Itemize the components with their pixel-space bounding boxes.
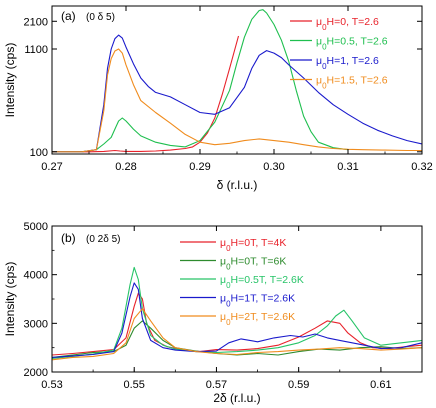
panel-b-x-tick-label: 0.57 bbox=[206, 379, 227, 391]
panel-b-series-line-1 bbox=[52, 292, 422, 356]
panel-b-legend-label: μ0H=0.5T, T=2.6K bbox=[220, 274, 304, 290]
panel-b-chart: 0.53 0.55 0.57 0.59 0.61 2000 3000 4000 5000 2δ (… bbox=[3, 221, 423, 405]
panel-a-x-tick-label: 0.32 bbox=[411, 161, 432, 173]
panel-b-y-tick-label: 5000 bbox=[24, 221, 48, 233]
panel-a-x-tick-label: 0.27 bbox=[41, 161, 62, 173]
panel-a-x-tick-label: 0.28 bbox=[115, 161, 136, 173]
panel-a-x-tick-label: 0.31 bbox=[337, 161, 358, 173]
panel-a-legend-label: μ0H=0, T=2.6 bbox=[316, 16, 379, 32]
panel-b-x-tick-label: 0.61 bbox=[370, 379, 391, 391]
panel-a-legend-label: μ0H=0.5, T=2.6 bbox=[316, 36, 388, 52]
panel-a-y-axis-label: Intensity (cps) bbox=[3, 43, 17, 118]
panel-a-x-tick-label: 0.30 bbox=[263, 161, 284, 173]
panel-b-series-line-5 bbox=[52, 308, 422, 361]
panel-b-x-tick-label: 0.53 bbox=[41, 379, 62, 391]
panel-b-legend: μ0H=0T, T=4K μ0H=0T, T=6K μ0H=0.5T, T=2.6K… bbox=[180, 237, 304, 327]
panel-a-series-line-1 bbox=[52, 35, 240, 153]
panel-b-x-axis-label: 2δ (r.l.u.) bbox=[213, 391, 260, 405]
panel-a-y-tick-label: 100 bbox=[30, 147, 48, 159]
panel-a-chart: 0.27 0.28 0.29 0.30 0.31 0.32 100 1100 2100 δ (r.… bbox=[3, 5, 433, 192]
panel-a-series-line-4 bbox=[52, 48, 422, 153]
panel-a-legend: μ0H=0, T=2.6 μ0H=0.5, T=2.6 μ0H=1, T=2.6 μ0… bbox=[290, 16, 388, 90]
panel-a-x-axis-label: δ (r.l.u.) bbox=[217, 178, 258, 192]
panel-a-panel-tag: (a) bbox=[61, 9, 76, 23]
panel-a-y-tick-label: 2100 bbox=[24, 16, 48, 28]
panel-a-series-line-3 bbox=[52, 34, 422, 153]
panel-b-y-tick-label: 2000 bbox=[24, 367, 48, 379]
panel-a-y-tick-label: 1100 bbox=[24, 44, 48, 56]
panel-a-x-tick-label: 0.29 bbox=[189, 161, 210, 173]
panel-b-panel-tag: (b) bbox=[61, 231, 76, 245]
panel-b-legend-label: μ0H=0T, T=6K bbox=[220, 256, 286, 272]
panel-b-series-line-3 bbox=[52, 266, 422, 359]
panel-b-legend-label: μ0H=0T, T=4K bbox=[220, 237, 286, 253]
panel-a-legend-label: μ0H=1, T=2.6 bbox=[316, 55, 379, 71]
panel-b-y-tick-label: 3000 bbox=[24, 318, 48, 330]
panel-b-x-tick-label: 0.55 bbox=[124, 379, 145, 391]
panel-b-direction-label: (0 2δ 5) bbox=[86, 234, 120, 245]
panel-a-series-line-2 bbox=[52, 9, 349, 153]
panel-b-legend-label: μ0H=2T, T=2.6K bbox=[220, 311, 295, 327]
panel-b-y-tick-label: 4000 bbox=[24, 270, 48, 282]
panel-b-series-line-4 bbox=[52, 282, 422, 358]
panel-a-direction-label: (0 δ 5) bbox=[86, 12, 115, 23]
panel-b-legend-label: μ0H=1T, T=2.6K bbox=[220, 293, 295, 309]
panel-b-y-axis-label: Intensity (cps) bbox=[3, 262, 17, 337]
panel-b-x-tick-label: 0.59 bbox=[288, 379, 309, 391]
panel-a-legend-label: μ0H=1.5, T=2.6 bbox=[316, 75, 388, 91]
